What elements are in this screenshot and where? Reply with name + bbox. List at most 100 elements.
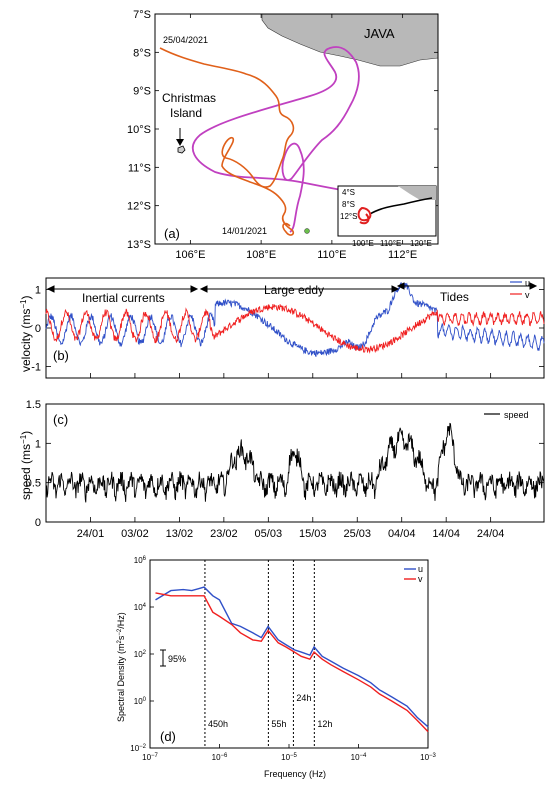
annotation-christmas-island-2: Island <box>170 106 202 120</box>
spectrum-axes <box>149 559 429 749</box>
map-ticks: 106°E 108°E 110°E 112°E7°S8°S9°S10°S11°S12°… <box>127 9 438 261</box>
drifter-track-b <box>191 46 403 233</box>
spectrum-xtick-label: 10−5 <box>281 753 297 762</box>
speed-xtick-label: 25/03 <box>343 528 371 540</box>
speed-xtick-label: 05/03 <box>255 528 283 540</box>
velocity-ticks: 1 0 -1 <box>31 285 544 378</box>
map-lat-tick-label: 12°S <box>127 201 151 213</box>
speed-series <box>45 422 545 503</box>
inset-lon-tick-0: 100°E <box>352 239 374 248</box>
annotation-christmas-island-1: Christmas <box>162 91 216 105</box>
map-lat-tick-label: 10°S <box>127 124 151 136</box>
speed-legend: speed <box>484 410 529 420</box>
map-lat-tick-label: 9°S <box>133 86 151 98</box>
velocity-legend: u v <box>510 278 530 300</box>
speed-ytick-label: 1.5 <box>26 399 41 411</box>
svg-text:u: u <box>418 564 423 574</box>
map-lat-tick-label: 7°S <box>133 9 151 21</box>
velocity-panel-label: (b) <box>53 348 69 363</box>
inset-lat-tick-1: 8°S <box>342 200 355 209</box>
speed-xtick-label: 03/02 <box>121 528 149 540</box>
java-landmass <box>261 13 439 67</box>
christmas-island-shape <box>177 145 186 154</box>
map-lat-tick-label: 13°S <box>127 239 151 251</box>
spectrum-ytick-label: 102 <box>134 650 147 659</box>
speed-xtick-label: 24/01 <box>77 528 105 540</box>
spectrum-ytick-label: 10−2 <box>130 744 146 753</box>
velocity-u-series <box>45 282 545 357</box>
velocity-ytick-label: 0 <box>35 323 41 335</box>
drifter-track-a <box>159 47 295 236</box>
speed-panel-label: (c) <box>53 412 68 427</box>
regime-label-eddy: Large eddy <box>264 283 324 297</box>
velocity-v-series <box>45 303 545 354</box>
period-label: 55h <box>271 719 286 729</box>
spectrum-ytick-label: 106 <box>134 556 147 565</box>
inset-lon-tick-1: 110°E <box>380 239 401 248</box>
annotation-start-date: 14/01/2021 <box>222 226 267 236</box>
spectrum-legend: u v <box>404 564 423 584</box>
speed-xtick-label: 14/04 <box>432 528 460 540</box>
spectrum-panel-label: (d) <box>160 729 176 744</box>
speed-ytick-label: 1 <box>35 438 41 450</box>
spectrum-panel: 10−7 10−6 10−5 10−4 10−3 106 104 102 100 10−2 450… <box>116 556 437 779</box>
map-inset: 4°S 8°S 12°S 100°E 110°E 120°E <box>337 185 437 248</box>
speed-xtick-label: 23/02 <box>210 528 238 540</box>
inset-track <box>369 197 433 215</box>
christmas-island-arrowhead <box>176 139 184 146</box>
speed-axes <box>45 403 545 523</box>
spectrum-xtick-label: 10−4 <box>351 753 367 762</box>
map-lat-tick-label: 11°S <box>128 162 151 174</box>
confidence-bar <box>160 649 166 667</box>
confidence-label: 95% <box>168 654 186 664</box>
svg-text:v: v <box>418 574 423 584</box>
velocity-ytick-label: 1 <box>35 285 41 297</box>
speed-ticks: 1.5 1 0.5 0 24/01 03/02 13/02 23/02 05/03 15/03 25… <box>26 399 544 540</box>
period-label: 450h <box>208 719 228 729</box>
speed-ytick-label: 0 <box>35 517 41 529</box>
drifter-end-marker <box>304 228 310 234</box>
speed-panel: 1.5 1 0.5 0 24/01 03/02 13/02 23/02 05/03 15/03 25… <box>19 399 545 540</box>
regime-arrows <box>46 282 538 293</box>
spectrum-xlabel: Frequency (Hz) <box>264 769 326 779</box>
regime-label-inertial: Inertial currents <box>82 291 165 305</box>
spectrum-v-series <box>155 592 429 733</box>
speed-xtick-label: 24/04 <box>477 528 505 540</box>
period-lines: 450h 55h 24h 12h <box>204 560 332 748</box>
spectrum-xtick-label: 10−3 <box>420 753 436 762</box>
speed-xtick-label: 13/02 <box>166 528 194 540</box>
spectrum-ytick-label: 104 <box>134 603 147 612</box>
spectrum-ytick-label: 100 <box>134 697 147 706</box>
speed-ytick-label: 0.5 <box>26 478 41 490</box>
map-lat-tick-label: 8°S <box>133 47 151 59</box>
inset-land <box>338 186 436 200</box>
spectrum-xtick-label: 10−6 <box>212 753 228 762</box>
svg-text:v: v <box>525 290 530 300</box>
regime-label-tides: Tides <box>440 290 469 304</box>
speed-xtick-label: 04/04 <box>388 528 416 540</box>
map-lon-tick-label: 112°E <box>388 249 417 261</box>
map-panel: JAVA Christmas Island 25/04/2021 14/01/2… <box>127 9 439 261</box>
annotation-end-date: 25/04/2021 <box>163 35 208 45</box>
inset-lon-tick-2: 120°E <box>410 239 432 248</box>
period-label: 24h <box>296 693 311 703</box>
spectrum-u-series <box>155 586 429 728</box>
map-lon-tick-label: 106°E <box>175 249 205 261</box>
spectrum-ylabel: Spectral Density (m2s−2/Hz) <box>116 612 126 722</box>
inset-lat-tick-0: 4°S <box>342 188 355 197</box>
velocity-ytick-label: -1 <box>31 361 41 373</box>
map-lon-tick-label: 108°E <box>246 249 276 261</box>
svg-text:speed: speed <box>504 410 529 420</box>
map-lon-tick-label: 110°E <box>317 249 346 261</box>
period-label: 12h <box>317 719 332 729</box>
spectrum-xtick-label: 10−7 <box>142 753 158 762</box>
speed-ylabel: speed (ms−1) <box>19 431 33 500</box>
inset-lat-tick-2: 12°S <box>340 212 357 221</box>
inset-eddy <box>357 206 372 225</box>
velocity-ylabel: velocity (ms−1) <box>19 296 33 372</box>
spectrum-ticks: 10−7 10−6 10−5 10−4 10−3 106 104 102 100 10−2 <box>130 556 436 762</box>
velocity-panel: 10-1 Inertial currents Large eddy Tides … <box>19 277 545 379</box>
svg-text:u: u <box>525 278 530 288</box>
land-label: JAVA <box>364 26 395 41</box>
